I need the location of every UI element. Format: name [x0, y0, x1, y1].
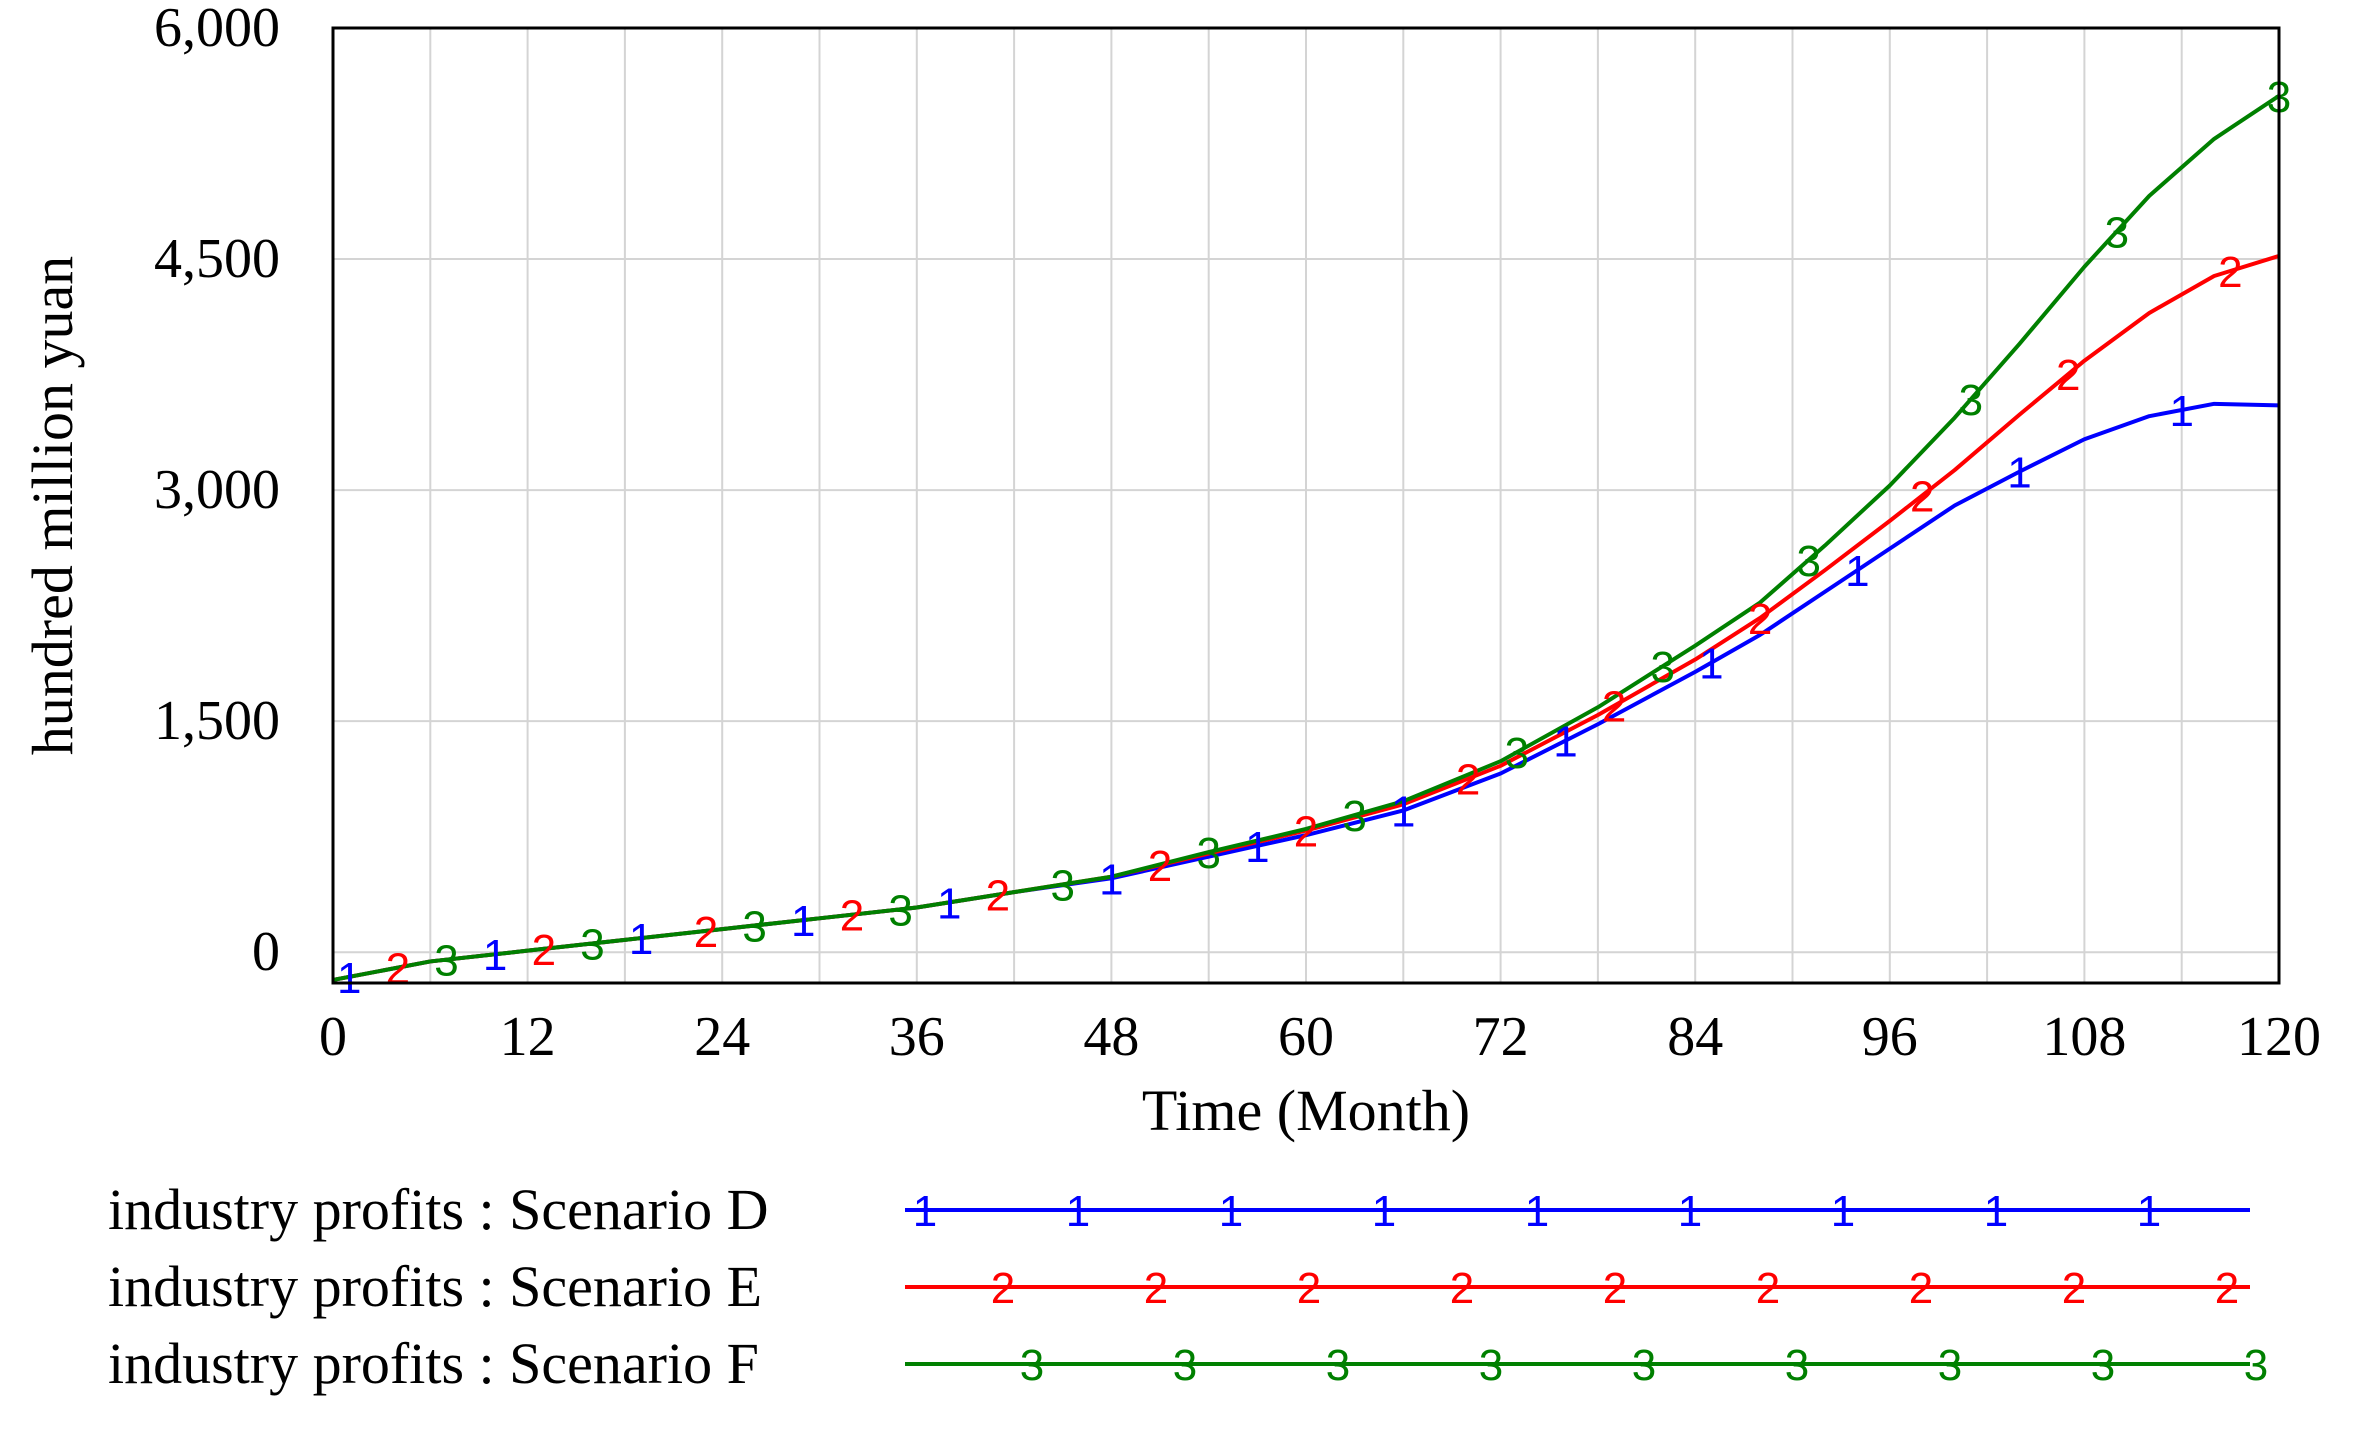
legend-marker-1: 1: [1219, 1187, 1243, 1236]
series-marker-1: 1: [1845, 547, 1869, 596]
x-tick-label: 48: [1083, 1006, 1139, 1068]
legend-marker-3: 3: [1938, 1341, 1962, 1390]
gridlines: [332, 27, 2280, 983]
y-tick-label: 4,500: [154, 228, 280, 290]
series-marker-1: 1: [337, 954, 361, 1003]
x-tick-label: 96: [1862, 1006, 1918, 1068]
series-marker-3: 3: [2105, 208, 2129, 257]
series-marker-1: 1: [2169, 387, 2193, 436]
legend-marker-3: 3: [1020, 1341, 1044, 1390]
series-marker-2: 2: [694, 908, 718, 957]
legend-marker-1: 1: [1678, 1187, 1702, 1236]
legend-marker-1: 1: [1066, 1187, 1090, 1236]
y-tick-label: 1,500: [154, 690, 280, 752]
series-marker-3: 3: [1796, 537, 1820, 586]
series-marker-2: 2: [386, 945, 410, 994]
legend-marker-3: 3: [1785, 1341, 1809, 1390]
x-tick-label: 24: [694, 1006, 750, 1068]
series-marker-3: 3: [1196, 829, 1220, 878]
series-marker-1: 1: [791, 897, 815, 946]
legend-marker-1: 1: [1831, 1187, 1855, 1236]
y-tick-label: 6,000: [154, 0, 280, 59]
legend-marker-3: 3: [2244, 1341, 2268, 1390]
series-marker-2: 2: [2218, 248, 2242, 297]
legend-marker-1: 1: [913, 1187, 937, 1236]
y-axis-title: hundred million yuan: [20, 256, 85, 755]
series-marker-3: 3: [1342, 792, 1366, 841]
series-marker-2: 2: [1910, 472, 1934, 521]
series-marker-2: 2: [1294, 808, 1318, 857]
x-tick-label: 120: [2237, 1006, 2321, 1068]
legend-label-3: industry profits : Scenario F: [108, 1331, 759, 1396]
legend-marker-3: 3: [1479, 1341, 1503, 1390]
legend-marker-2: 2: [1909, 1264, 1933, 1313]
legend-marker-1: 1: [1525, 1187, 1549, 1236]
legend-label-2: industry profits : Scenario E: [108, 1254, 762, 1319]
legend-marker-1: 1: [2137, 1187, 2161, 1236]
series-marker-3: 3: [888, 886, 912, 935]
legend-marker-2: 2: [1756, 1264, 1780, 1313]
legend-marker-2: 2: [2215, 1264, 2239, 1313]
legend-marker-3: 3: [2091, 1341, 2115, 1390]
series-lines: [332, 94, 2281, 982]
x-tick-label: 0: [319, 1006, 347, 1068]
series-marker-1: 1: [1099, 855, 1123, 904]
series-marker-3: 3: [1651, 643, 1675, 692]
legend-marker-2: 2: [991, 1264, 1015, 1313]
legend-marker-3: 3: [1326, 1341, 1350, 1390]
series-marker-2: 2: [2056, 351, 2080, 400]
series-marker-1: 1: [629, 915, 653, 964]
legend: industry profits : Scenario D 1 1 1 1 1 1 1 1 1 in…: [108, 1177, 2268, 1396]
x-tick-label: 84: [1667, 1006, 1723, 1068]
series-marker-2: 2: [1602, 683, 1626, 732]
series-marker-2: 2: [532, 926, 556, 975]
legend-marker-2: 2: [1297, 1264, 1321, 1313]
x-axis-ticks: 0 12 24 36 48 60 72 84 96 108 120: [319, 1006, 2321, 1068]
series-marker-2: 2: [986, 872, 1010, 921]
series-marker-1: 1: [1245, 823, 1269, 872]
series-marker-1: 1: [483, 931, 507, 980]
y-tick-label: 3,000: [154, 459, 280, 521]
legend-marker-1: 1: [1984, 1187, 2008, 1236]
series-marker-3: 3: [580, 920, 604, 969]
legend-marker-2: 2: [2062, 1264, 2086, 1313]
legend-marker-2: 2: [1450, 1264, 1474, 1313]
series-marker-2: 2: [840, 892, 864, 941]
x-tick-label: 108: [2042, 1006, 2126, 1068]
series-marker-3: 3: [1051, 861, 1075, 910]
series-marker-1: 1: [1699, 640, 1723, 689]
plot-frame: [331, 26, 2281, 985]
legend-marker-3: 3: [1632, 1341, 1656, 1390]
series-marker-2: 2: [1748, 595, 1772, 644]
x-tick-label: 60: [1278, 1006, 1334, 1068]
y-tick-label: 0: [252, 921, 280, 983]
series-marker-3: 3: [742, 902, 766, 951]
series-marker-3: 3: [1959, 376, 1983, 425]
x-tick-label: 12: [500, 1006, 556, 1068]
legend-marker-2: 2: [1603, 1264, 1627, 1313]
series-marker-1: 1: [1553, 718, 1577, 767]
series-marker-2: 2: [1148, 842, 1172, 891]
series-marker-1: 1: [2007, 449, 2031, 498]
legend-marker-1: 1: [1372, 1187, 1396, 1236]
legend-label-1: industry profits : Scenario D: [108, 1177, 768, 1242]
x-tick-label: 72: [1473, 1006, 1529, 1068]
x-tick-label: 36: [889, 1006, 945, 1068]
legend-marker-2: 2: [1144, 1264, 1168, 1313]
series-marker-3: 3: [434, 937, 458, 986]
series-marker-2: 2: [1456, 756, 1480, 805]
series-marker-3: 3: [1505, 729, 1529, 778]
series-line-3: [332, 94, 2281, 982]
legend-marker-3: 3: [1173, 1341, 1197, 1390]
y-axis-ticks: 0 1,500 3,000 4,500 6,000: [154, 0, 280, 983]
series-marker-1: 1: [1391, 787, 1415, 836]
x-axis-title: Time (Month): [1142, 1078, 1470, 1143]
series-marker-1: 1: [937, 879, 961, 928]
